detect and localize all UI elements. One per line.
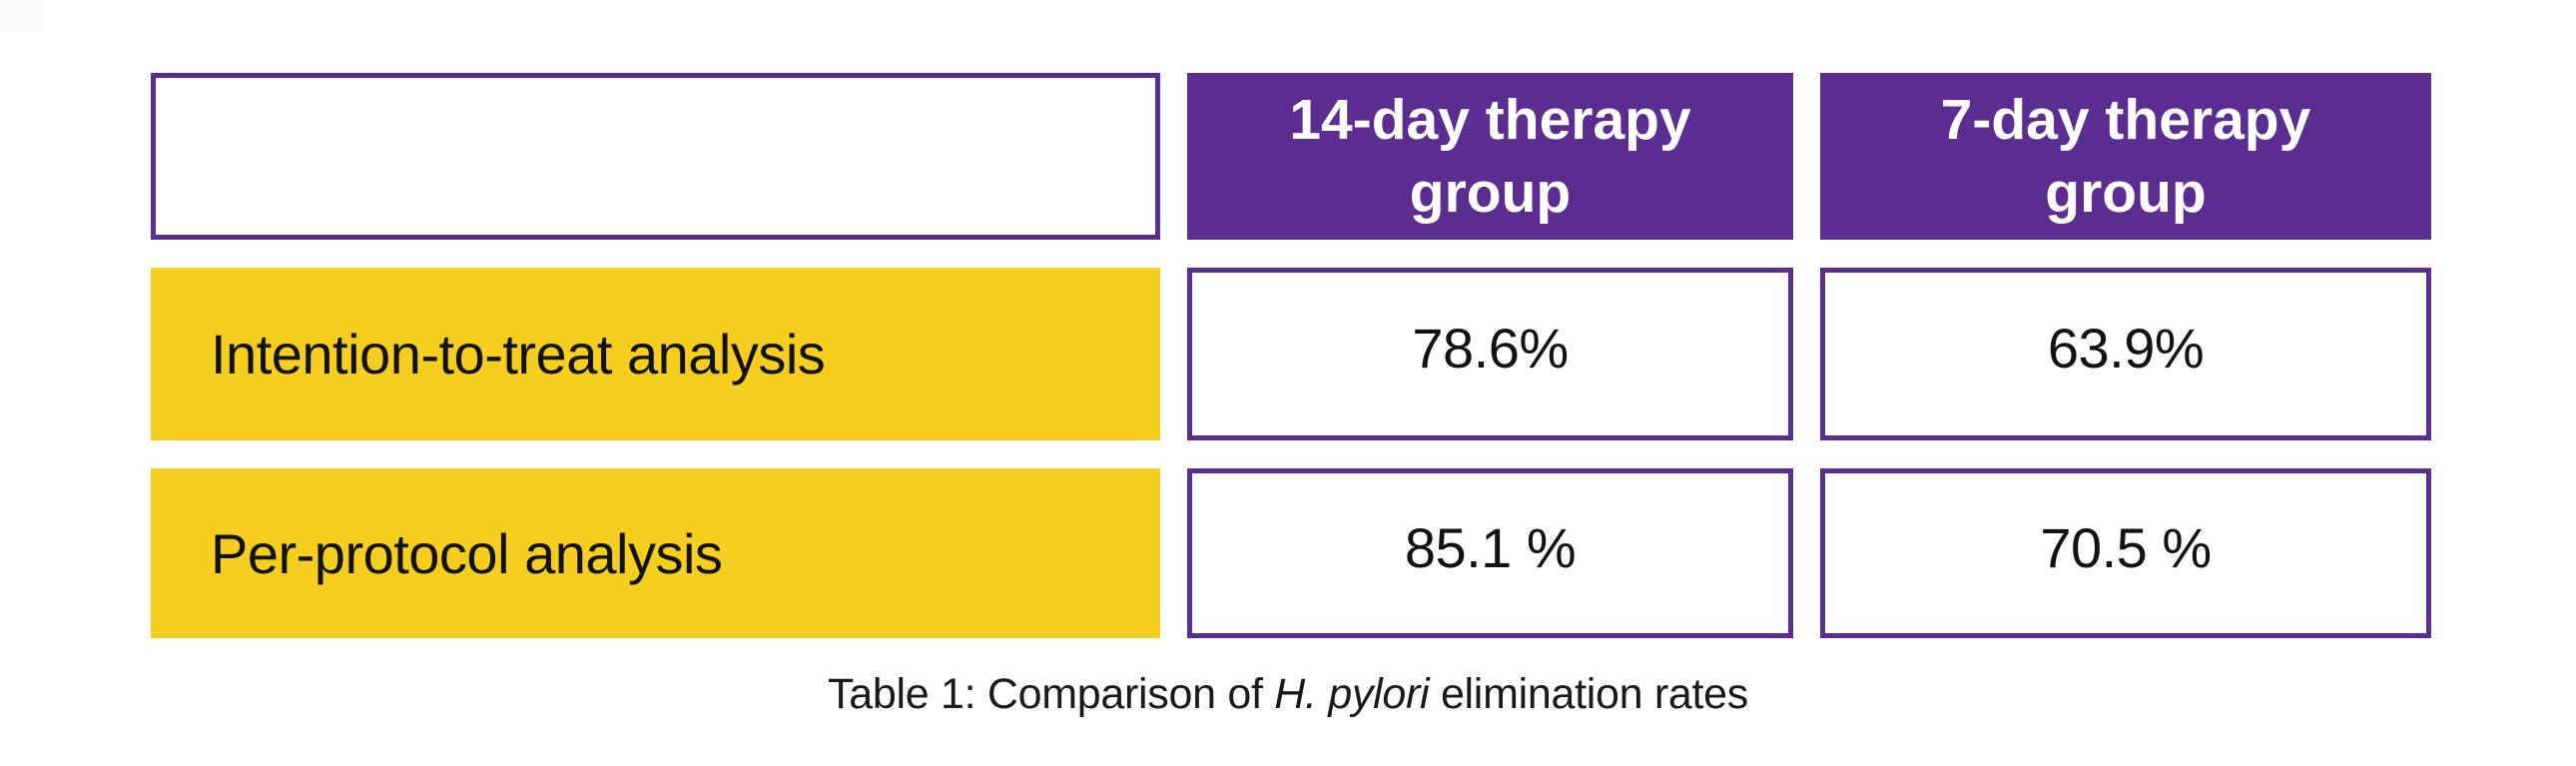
header-empty-cell — [151, 73, 1160, 240]
caption-italic-term: H. pylori — [1274, 670, 1430, 718]
value-cell-pp-7day: 70.5 % — [1820, 468, 2431, 638]
corner-artifact — [0, 0, 45, 33]
table-caption: Table 1: Comparison of H. pylori elimina… — [0, 667, 2576, 723]
value-text: 63.9% — [2047, 317, 2205, 380]
header-label-14day: 14-day therapy group — [1289, 87, 1691, 225]
caption-prefix: Table 1: Comparison of — [828, 670, 1275, 718]
caption-suffix: elimination rates — [1429, 670, 1748, 718]
comparison-table: 14-day therapy group 7-day therapy group… — [151, 73, 2431, 638]
value-cell-itt-14day: 78.6% — [1187, 268, 1793, 440]
value-cell-pp-14day: 85.1 % — [1187, 468, 1793, 638]
value-text: 70.5 % — [2040, 515, 2212, 579]
header-cell-7day: 7-day therapy group — [1820, 73, 2431, 240]
header-cell-14day: 14-day therapy group — [1187, 73, 1793, 240]
row-label-text: Intention-to-treat analysis — [211, 323, 826, 385]
value-cell-itt-7day: 63.9% — [1820, 268, 2431, 440]
row-label-per-protocol: Per-protocol analysis — [151, 468, 1160, 638]
row-label-text: Per-protocol analysis — [211, 521, 723, 585]
value-text: 85.1 % — [1404, 515, 1577, 579]
value-text: 78.6% — [1412, 317, 1569, 380]
row-label-intention-to-treat: Intention-to-treat analysis — [151, 268, 1160, 440]
header-label-7day: 7-day therapy group — [1940, 87, 2311, 225]
